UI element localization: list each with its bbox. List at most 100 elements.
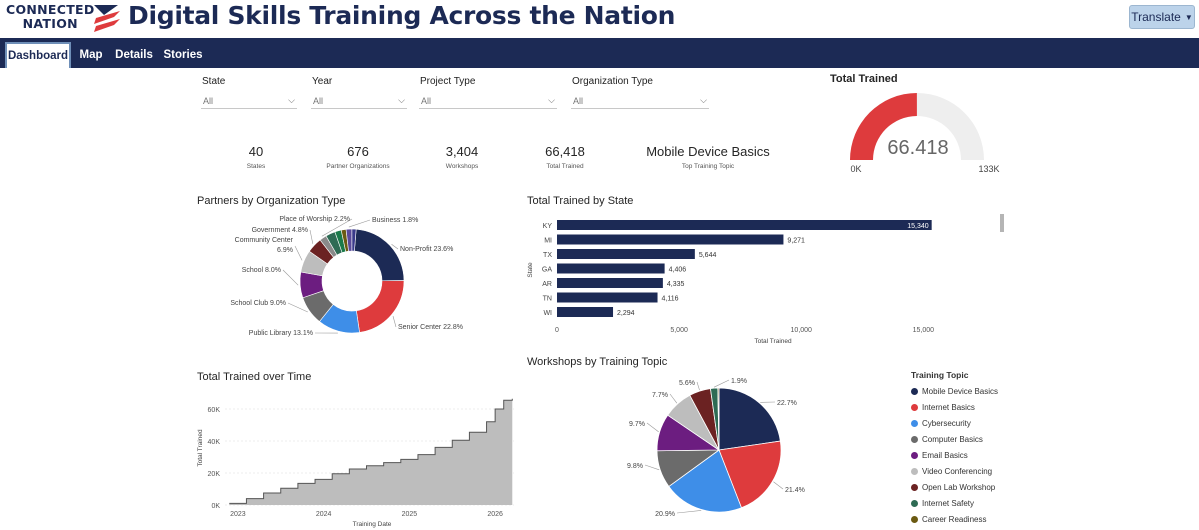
pie-legend-title: Training Topic [911,370,969,380]
area-line [229,398,513,504]
bar-data-label: 4,406 [669,267,687,274]
legend-label: Internet Basics [922,402,975,412]
tab-details[interactable]: Details [115,49,153,61]
kpi-top-topic: Mobile Device Basics Top Training Topic [630,144,786,170]
bar-y-tick: AR [542,281,552,288]
pie-leader-line [676,510,702,514]
legend-dot [911,387,918,395]
page-title: Digital Skills Training Across the Natio… [128,1,676,30]
donut-slice [354,228,405,282]
legend-item[interactable]: Internet Basics [911,399,1031,415]
donut-leader-line [348,219,371,228]
donut-chart: Non-Profit 23.6% Senior Center 22.8% Publi… [230,216,463,337]
legend-dot [911,419,918,427]
donut-label: Business 1.8% [372,217,418,224]
legend-item[interactable]: Mobile Device Basics [911,383,1031,399]
bar [557,220,932,230]
gauge-title: Total Trained [830,73,898,85]
filter-year-label: Year [312,76,333,87]
gauge-fill [850,93,917,160]
donut-label: Place of Worship 2.2% [279,216,350,223]
donut-label: School 8.0% [242,267,281,274]
app-header: CONNECTED NATION Digital Skills Training… [0,0,1199,38]
area-y-tick: 0K [211,503,220,510]
kpi-workshops-value: 3,404 [445,144,479,159]
kpi-partners-value: 676 [347,144,369,159]
translate-button[interactable]: Translate ▼ [1129,5,1195,29]
gauge-min-label: 0K [850,164,861,174]
bar-title: Total Trained by State [527,195,634,207]
pie-chart: 22.7% 21.4% 20.9% 9.8% 9.7% 7.7% 5.6% 1.9% [627,378,805,518]
area-x-tick: 2023 [230,511,246,518]
filter-year-select[interactable]: All ⌵ [311,93,407,109]
legend-item[interactable]: Email Basics [911,447,1031,463]
filter-state-select[interactable]: All ⌵ [201,93,297,109]
filter-state-label: State [202,76,226,87]
pie-label: 9.8% [627,463,643,470]
legend-item[interactable]: Video Conferencing [911,463,1031,479]
legend-label: Internet Safety [922,498,975,508]
legend-item[interactable]: Computer Basics [911,431,1031,447]
bar [557,307,614,317]
donut-leader-line [309,229,314,244]
donut-label: Non-Profit 23.6% [400,246,453,253]
legend-label: Computer Basics [922,434,983,444]
donut-label: 6.9% [277,247,293,254]
legend-item[interactable]: Open Lab Workshop [911,479,1031,495]
tab-map[interactable]: Map [79,49,103,61]
kpi-partners-label: Partner Organizations [326,163,390,170]
legend-item[interactable]: Internet Safety [911,495,1031,511]
legend-label: Open Lab Workshop [922,482,996,492]
filter-state-value: All [203,95,214,106]
legend-dot [911,483,918,491]
filter-project-type-select[interactable]: All ⌵ [419,93,557,109]
kpi-states-label: States [246,163,266,170]
area-y-tick: 40K [208,439,221,446]
donut-slice [356,280,405,333]
area-y-axis-label: Total Trained [197,429,204,467]
kpi-partners: 676 Partner Organizations [313,144,403,170]
filter-org-type-select[interactable]: All ⌵ [571,93,709,109]
translate-label: Translate [1131,10,1181,24]
legend-dot [911,499,918,507]
bar-x-tick: 0 [555,327,559,334]
pie-leader-line [773,481,784,490]
legend-label: Cybersecurity [922,418,971,428]
legend-label: Career Readiness [922,514,987,524]
logo-flag-icon [94,5,120,32]
legend-dot [911,451,918,459]
bar-x-tick: 5,000 [670,327,688,334]
bar-y-tick: TN [543,296,552,303]
kpi-total-trained: 66,418 Total Trained [525,144,605,170]
chevron-down-icon: ⌵ [548,95,555,105]
donut-leader-line [282,269,299,286]
bar-data-label: 15,340 [907,223,929,230]
filter-org-type-label: Organization Type [572,76,653,87]
area-x-tick: 2026 [487,511,503,518]
chevron-down-icon: ⌵ [288,95,295,105]
donut-leader-line [294,245,303,261]
tab-stories[interactable]: Stories [163,49,203,61]
kpi-workshops: 3,404 Workshops [422,144,502,170]
pie-label: 7.7% [652,392,668,399]
logo-line2: NATION [22,16,78,31]
bar-x-tick: 15,000 [913,327,935,334]
pie-label: 21.4% [785,487,805,494]
chevron-down-icon: ⌵ [700,95,707,105]
kpi-total-trained-value: 66,418 [545,144,585,159]
bar-y-tick: MI [544,238,552,245]
donut-leader-line [287,302,308,313]
legend-item[interactable]: Cybersecurity [911,415,1031,431]
filter-year-value: All [313,95,324,106]
donut-label: Government 4.8% [252,227,308,234]
legend-item[interactable]: Career Readiness [911,511,1031,527]
bar-x-tick: 10,000 [791,327,813,334]
filter-project-type-value: All [421,95,432,106]
bar-data-label: 4,116 [662,296,679,303]
legend-dot [911,467,918,475]
area-x-tick: 2024 [316,511,332,518]
pie-leader-line [646,422,659,433]
pie-label: 20.9% [655,511,675,518]
tab-dashboard[interactable]: Dashboard [5,42,71,68]
pie-leader-line [713,379,730,388]
